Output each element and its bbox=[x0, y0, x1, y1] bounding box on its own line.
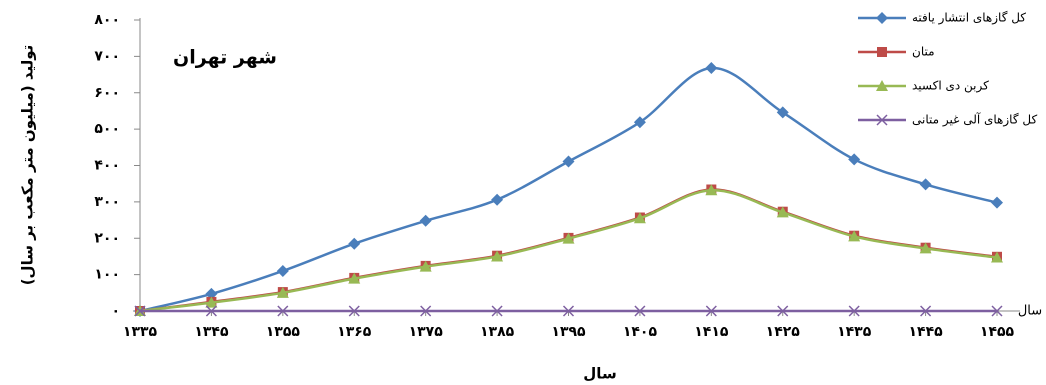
marker bbox=[848, 153, 861, 166]
marker bbox=[348, 305, 360, 317]
y-tick-label: ۷۰۰ bbox=[94, 48, 120, 64]
marker bbox=[491, 193, 504, 206]
marker bbox=[562, 155, 575, 168]
marker bbox=[419, 214, 432, 227]
x-tick-label: ۱۴۳۵ bbox=[837, 324, 872, 340]
marker bbox=[705, 62, 718, 75]
y-tick-label: ۶۰۰ bbox=[94, 85, 120, 101]
marker bbox=[876, 12, 888, 24]
x-axis-label: سال bbox=[583, 365, 616, 383]
x-tick-label: ۱۳۳۵ bbox=[123, 324, 158, 340]
marker bbox=[634, 305, 646, 317]
x-tick-label: ۱۴۲۵ bbox=[766, 324, 801, 340]
marker bbox=[919, 242, 932, 254]
marker bbox=[991, 196, 1003, 209]
y-tick-label: ۰ bbox=[111, 303, 120, 319]
marker bbox=[276, 264, 289, 277]
legend-label: متان bbox=[912, 45, 935, 59]
marker bbox=[919, 178, 932, 191]
chart-title: شهر تهران bbox=[173, 47, 277, 69]
marker bbox=[848, 230, 861, 242]
marker bbox=[920, 305, 932, 317]
marker bbox=[633, 116, 646, 129]
marker bbox=[491, 250, 504, 262]
marker bbox=[776, 206, 789, 218]
marker bbox=[348, 237, 361, 250]
x-tick-label: ۱۳۵۵ bbox=[266, 324, 301, 340]
x-tick-label: ۱۳۶۵ bbox=[337, 324, 372, 340]
marker bbox=[134, 305, 146, 317]
marker bbox=[562, 305, 575, 317]
legend-label: کربن دی اکسید bbox=[912, 79, 989, 94]
series-line bbox=[139, 66, 998, 313]
marker bbox=[276, 286, 289, 298]
marker bbox=[277, 305, 289, 317]
x-axis-end-label: سال bbox=[1018, 304, 1042, 319]
marker bbox=[205, 305, 217, 317]
marker bbox=[991, 305, 1003, 317]
x-tick-label: ۱۴۵۵ bbox=[980, 324, 1015, 340]
marker bbox=[991, 251, 1003, 263]
marker bbox=[777, 305, 789, 317]
x-tick-label: ۱۴۰۵ bbox=[623, 324, 658, 340]
y-axis-label: تولید (میلیون متر مکعب بر سال) bbox=[19, 45, 37, 286]
series-line bbox=[139, 188, 998, 313]
y-tick-label: ۲۰۰ bbox=[94, 230, 120, 246]
marker bbox=[877, 47, 887, 57]
y-tick-label: ۱۰۰ bbox=[94, 267, 120, 283]
marker bbox=[420, 305, 432, 317]
y-tick-label: ۵۰۰ bbox=[94, 121, 120, 137]
marker bbox=[491, 305, 503, 317]
marker bbox=[205, 296, 218, 308]
marker bbox=[419, 260, 432, 272]
marker bbox=[562, 232, 575, 244]
marker bbox=[705, 305, 717, 317]
x-tick-label: ۱۴۱۵ bbox=[694, 324, 729, 340]
series-line bbox=[139, 188, 998, 313]
x-tick-label: ۱۴۴۵ bbox=[908, 324, 943, 340]
x-tick-label: ۱۳۴۵ bbox=[194, 324, 229, 340]
marker bbox=[876, 80, 888, 91]
marker bbox=[848, 305, 860, 317]
y-tick-label: ۴۰۰ bbox=[94, 158, 120, 174]
marker bbox=[705, 184, 718, 196]
x-tick-label: ۱۳۹۵ bbox=[551, 324, 586, 340]
marker bbox=[633, 212, 646, 224]
y-tick-label: ۳۰۰ bbox=[94, 194, 120, 210]
x-tick-label: ۱۳۸۵ bbox=[480, 324, 515, 340]
marker bbox=[205, 287, 218, 300]
x-tick-label: ۱۳۷۵ bbox=[409, 324, 444, 340]
legend-label: کل گازهای آلی غیر متانی bbox=[912, 112, 1037, 128]
marker bbox=[876, 114, 888, 126]
y-tick-label: ۸۰۰ bbox=[94, 12, 120, 28]
marker bbox=[776, 106, 789, 119]
marker bbox=[348, 272, 361, 284]
legend-label: کل گازهای انتشار یافته bbox=[912, 11, 1026, 26]
